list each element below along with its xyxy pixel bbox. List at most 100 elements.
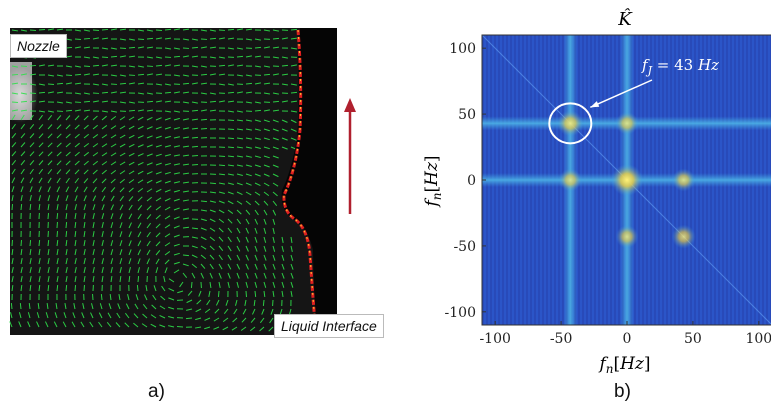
velocity-vector (120, 83, 126, 84)
velocity-vector (165, 29, 171, 30)
velocity-vector (21, 101, 27, 102)
velocity-vector (57, 213, 58, 219)
chart-title-text: K̂ (617, 8, 633, 30)
velocity-vector (174, 56, 180, 57)
flow-direction-arrow (344, 98, 356, 214)
velocity-vector (66, 285, 67, 291)
velocity-vector (21, 240, 22, 246)
velocity-vector (39, 29, 45, 30)
velocity-vector (129, 110, 135, 111)
velocity-vector (138, 74, 144, 75)
velocity-vector (165, 92, 171, 93)
velocity-vector (191, 282, 192, 288)
panel-a: Nozzle Liquid Interface a) (0, 0, 420, 411)
velocity-vector (75, 285, 76, 291)
velocity-vector (84, 285, 85, 291)
velocity-vector (201, 201, 207, 202)
piv-image (0, 0, 420, 411)
y-tick-label: 50 (458, 107, 476, 123)
velocity-vector (210, 183, 216, 184)
spectral-peak (672, 169, 695, 192)
velocity-vector (84, 38, 90, 39)
velocity-vector (192, 110, 198, 111)
velocity-vector (75, 74, 81, 75)
velocity-vector (177, 326, 183, 327)
x-tick-label: 100 (745, 331, 771, 347)
velocity-vector (218, 291, 219, 297)
velocity-vector (156, 65, 162, 66)
liquid-interface-label: Liquid Interface (274, 314, 384, 338)
velocity-vector (30, 240, 31, 246)
velocity-vector (273, 101, 279, 102)
velocity-vector (219, 65, 225, 66)
velocity-vector (273, 38, 279, 39)
velocity-vector (48, 240, 49, 246)
x-tick-label: -100 (479, 331, 510, 347)
caption-a: a) (148, 381, 165, 403)
velocity-vector (192, 146, 198, 147)
velocity-vector (20, 303, 21, 309)
velocity-vector (129, 47, 135, 48)
spectral-peak (559, 169, 582, 192)
velocity-vector (102, 92, 108, 93)
velocity-vector (255, 291, 256, 297)
x-tick-label: 50 (684, 331, 702, 347)
spectral-peak (616, 112, 639, 135)
velocity-vector (219, 165, 225, 166)
y-axis-label: fn[Hz] (422, 155, 444, 208)
velocity-vector (228, 29, 234, 30)
nozzle-label: Nozzle (10, 34, 67, 58)
velocity-vector (264, 74, 270, 75)
velocity-vector (39, 92, 45, 93)
chart-title: K̂ (617, 8, 633, 30)
velocity-vector (84, 101, 90, 102)
velocity-vector (282, 65, 288, 66)
velocity-vector (183, 83, 189, 84)
velocity-vector (228, 92, 234, 93)
velocity-vector (192, 155, 198, 156)
spectral-peak (557, 110, 583, 136)
plot-area (482, 35, 771, 325)
velocity-vector (228, 147, 234, 148)
velocity-vector (147, 38, 153, 39)
velocity-vector (66, 110, 72, 111)
velocity-vector (237, 56, 243, 57)
velocity-vector (21, 204, 22, 210)
x-tick-label: -50 (550, 331, 573, 347)
velocity-vector (93, 65, 99, 66)
velocity-vector (57, 83, 63, 84)
velocity-vector (201, 74, 207, 75)
velocity-vector (57, 285, 58, 291)
velocity-vector (137, 285, 138, 291)
velocity-vector (183, 255, 189, 256)
velocity-vector (66, 231, 67, 237)
caption-b: b) (614, 381, 631, 403)
y-tick-label: -50 (453, 239, 476, 255)
y-tick-label: 100 (449, 41, 476, 57)
spectral-peak (611, 164, 643, 196)
y-tick-label: 0 (467, 173, 476, 189)
velocity-vector (263, 300, 264, 306)
velocity-vector (192, 47, 198, 48)
velocity-vector (246, 83, 252, 84)
velocity-vector (57, 231, 58, 237)
velocity-vector (12, 74, 18, 75)
velocity-vector (66, 47, 72, 48)
spectral-peak (616, 225, 639, 248)
velocity-vector (192, 137, 198, 138)
annotation-text: fJ = 43 Hz (641, 56, 719, 77)
x-tick-label: 0 (623, 331, 632, 347)
velocity-vector (255, 47, 261, 48)
velocity-vector (201, 119, 207, 120)
velocity-vector (39, 240, 40, 246)
velocity-vector (66, 222, 67, 228)
velocity-vector (12, 204, 13, 210)
velocity-vector (30, 65, 36, 66)
velocity-vector (210, 38, 216, 39)
velocity-vector (291, 92, 297, 93)
velocity-vector (101, 294, 102, 300)
velocity-vector (228, 138, 234, 139)
velocity-vector (138, 276, 139, 282)
